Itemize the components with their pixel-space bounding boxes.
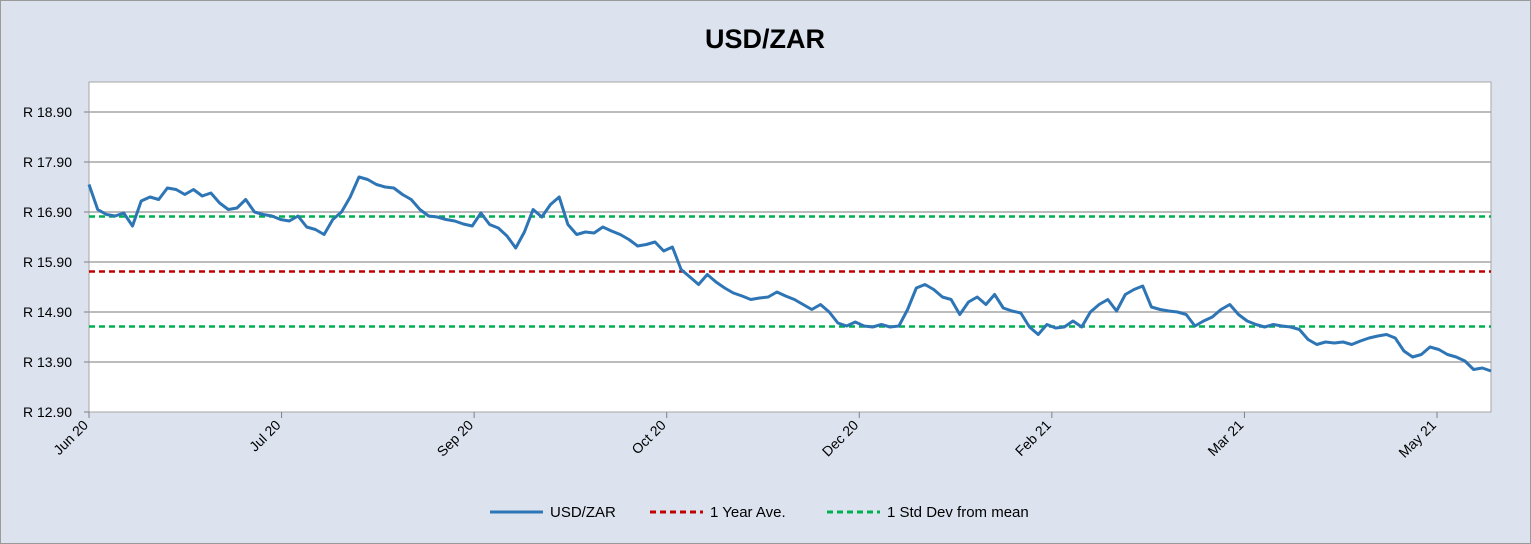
x-axis-ticks: Jun 20 Jul 20 Sep 20 Oct 20 Dec 20 Feb 21 Mar …: [50, 412, 1439, 461]
y-tick-label: R 18.90: [23, 104, 72, 120]
plot-area: [88, 81, 1492, 413]
x-tick-label: Oct 20: [628, 417, 669, 458]
legend-label: 1 Year Ave.: [710, 504, 786, 521]
y-tick-label: R 12.90: [23, 404, 72, 420]
x-tick-label: Jul 20: [246, 417, 284, 455]
legend: USD/ZAR 1 Year Ave. 1 Std Dev from mean: [490, 504, 1029, 521]
x-tick-label: Sep 20: [434, 417, 477, 460]
legend-label: 1 Std Dev from mean: [887, 504, 1029, 521]
x-tick-label: Mar 21: [1204, 417, 1246, 459]
usd-zar-line: [87, 175, 1492, 373]
y-tick-label: R 13.90: [23, 354, 72, 370]
chart-title: USD/ZAR: [705, 24, 825, 54]
y-axis-ticks: R 12.90 R 13.90 R 14.90 R 15.90 R 16.90 R 17.…: [23, 104, 89, 420]
x-tick-label: Feb 21: [1012, 417, 1054, 459]
y-tick-label: R 16.90: [23, 204, 72, 220]
y-tick-label: R 14.90: [23, 304, 72, 320]
x-tick-label: Dec 20: [819, 417, 862, 460]
x-tick-label: Jun 20: [50, 417, 91, 458]
legend-label: USD/ZAR: [550, 504, 616, 521]
y-tick-label: R 15.90: [23, 254, 72, 270]
x-tick-label: May 21: [1395, 417, 1439, 461]
y-tick-label: R 17.90: [23, 154, 72, 170]
gridlines: [89, 111, 1491, 363]
series-group: [87, 175, 1492, 373]
